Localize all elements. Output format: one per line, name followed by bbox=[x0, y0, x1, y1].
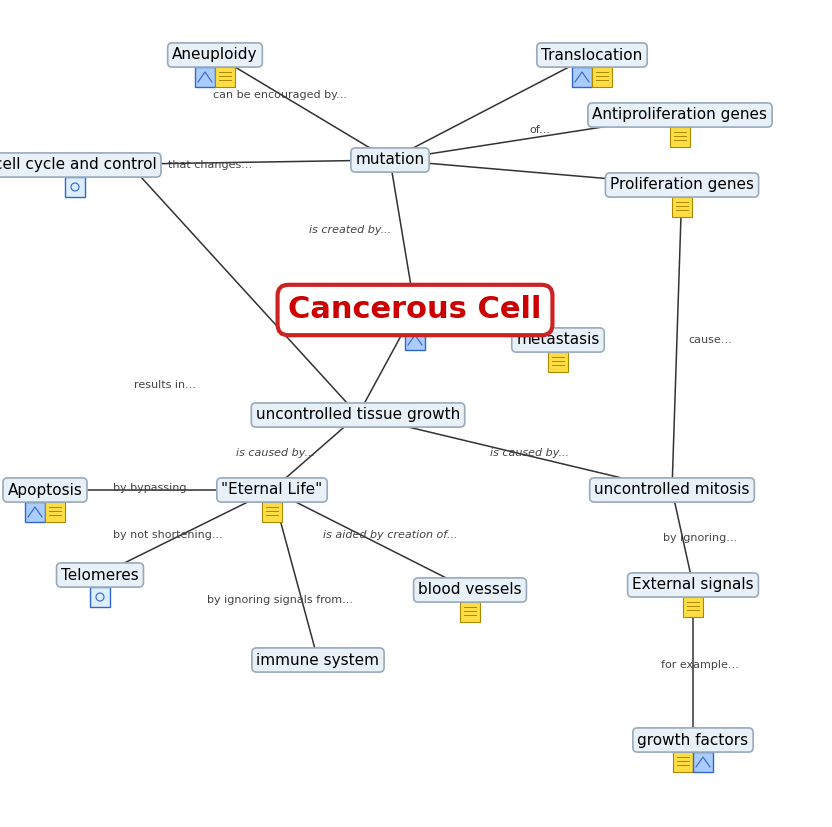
Text: is aided by creation of...: is aided by creation of... bbox=[323, 530, 458, 540]
Text: growth factors: growth factors bbox=[637, 733, 749, 748]
Text: Antiproliferation genes: Antiproliferation genes bbox=[592, 108, 767, 122]
FancyBboxPatch shape bbox=[25, 502, 45, 522]
FancyBboxPatch shape bbox=[405, 330, 425, 350]
Text: metastasis: metastasis bbox=[517, 332, 600, 347]
Text: by ignoring signals from...: by ignoring signals from... bbox=[207, 595, 353, 605]
FancyBboxPatch shape bbox=[215, 67, 235, 87]
Text: is created by...: is created by... bbox=[309, 225, 391, 235]
FancyBboxPatch shape bbox=[683, 597, 703, 617]
Text: for example...: for example... bbox=[661, 660, 739, 670]
Text: blood vessels: blood vessels bbox=[418, 582, 522, 597]
Text: is caused by...: is caused by... bbox=[491, 448, 569, 458]
Text: Apoptosis: Apoptosis bbox=[7, 482, 82, 498]
FancyBboxPatch shape bbox=[572, 67, 592, 87]
FancyBboxPatch shape bbox=[65, 177, 85, 197]
FancyBboxPatch shape bbox=[262, 502, 282, 522]
Text: External signals: External signals bbox=[632, 577, 754, 592]
Text: is caused by...: is caused by... bbox=[235, 448, 314, 458]
Text: of...: of... bbox=[529, 125, 551, 135]
Text: immune system: immune system bbox=[256, 653, 379, 667]
Text: can be encouraged by...: can be encouraged by... bbox=[213, 90, 347, 100]
Text: Proliferation genes: Proliferation genes bbox=[610, 178, 754, 193]
Text: is characterized by...: is characterized by... bbox=[404, 323, 520, 333]
Text: Telomeres: Telomeres bbox=[61, 567, 139, 582]
FancyBboxPatch shape bbox=[195, 67, 215, 87]
Text: uncontrolled mitosis: uncontrolled mitosis bbox=[594, 482, 750, 498]
Text: by not shortening...: by not shortening... bbox=[113, 530, 223, 540]
Text: by ignoring...: by ignoring... bbox=[663, 533, 737, 543]
Text: "Eternal Life": "Eternal Life" bbox=[221, 482, 323, 498]
FancyBboxPatch shape bbox=[670, 127, 690, 147]
FancyBboxPatch shape bbox=[673, 752, 693, 772]
FancyBboxPatch shape bbox=[45, 502, 65, 522]
FancyBboxPatch shape bbox=[693, 752, 713, 772]
FancyBboxPatch shape bbox=[592, 67, 612, 87]
Text: results in...: results in... bbox=[134, 380, 196, 390]
Text: uncontrolled tissue growth: uncontrolled tissue growth bbox=[256, 408, 460, 423]
FancyBboxPatch shape bbox=[460, 602, 480, 622]
FancyBboxPatch shape bbox=[548, 352, 568, 372]
Text: mutation: mutation bbox=[355, 152, 424, 168]
FancyBboxPatch shape bbox=[90, 587, 110, 607]
Text: that changes...: that changes... bbox=[168, 160, 252, 170]
FancyBboxPatch shape bbox=[672, 197, 692, 217]
Text: Aneuploidy: Aneuploidy bbox=[172, 47, 258, 63]
Text: by bypassing...: by bypassing... bbox=[113, 483, 197, 493]
Text: Translocation: Translocation bbox=[542, 47, 642, 63]
Text: cell cycle and control: cell cycle and control bbox=[0, 157, 156, 173]
Text: Cancerous Cell: Cancerous Cell bbox=[288, 295, 542, 324]
Text: cause...: cause... bbox=[688, 335, 732, 345]
